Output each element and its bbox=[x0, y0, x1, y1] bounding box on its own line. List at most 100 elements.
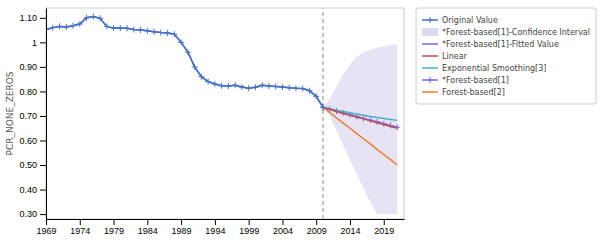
tick-mark bbox=[249, 219, 250, 225]
series-marker bbox=[313, 93, 319, 99]
legend: Original Value *Forest-based[1]-Confidenc… bbox=[416, 8, 596, 104]
tick-mark bbox=[384, 219, 385, 225]
legend-swatch bbox=[422, 55, 438, 57]
series-marker bbox=[178, 39, 184, 45]
series-marker bbox=[300, 85, 306, 91]
confidence-band bbox=[323, 44, 397, 214]
tick: 1994 bbox=[205, 219, 225, 236]
series-marker bbox=[185, 49, 191, 55]
series-marker bbox=[266, 83, 272, 89]
tick-label: 1 bbox=[32, 38, 37, 48]
tick-mark bbox=[46, 219, 47, 225]
tick: 2004 bbox=[273, 219, 293, 236]
series-marker bbox=[151, 29, 157, 35]
tick: 1974 bbox=[70, 219, 90, 236]
split-line bbox=[322, 8, 323, 219]
series-marker bbox=[246, 85, 252, 91]
series-marker bbox=[63, 24, 69, 30]
legend-item: *Forest-based[1] bbox=[422, 76, 509, 85]
series-marker bbox=[279, 84, 285, 90]
legend-label: *Forest-based[1]-Fitted Value bbox=[442, 40, 559, 49]
tick-mark bbox=[316, 219, 317, 225]
tick-mark bbox=[350, 219, 351, 225]
tick-mark bbox=[40, 42, 46, 43]
series-marker bbox=[171, 31, 177, 37]
tick: 1 bbox=[32, 38, 46, 48]
legend-item: Linear bbox=[422, 52, 468, 61]
tick-mark bbox=[40, 67, 46, 68]
series-marker bbox=[50, 25, 56, 31]
series-marker bbox=[212, 81, 218, 87]
series-marker bbox=[131, 27, 137, 33]
legend-swatch bbox=[422, 67, 438, 69]
tick-label: 2014 bbox=[340, 226, 360, 236]
legend-label: *Forest-based[1] bbox=[442, 76, 509, 85]
tick: 1979 bbox=[104, 219, 124, 236]
series-line bbox=[46, 17, 323, 108]
legend-label: *Forest-based[1]-Confidence Interval bbox=[442, 28, 590, 37]
tick: 0.70 bbox=[19, 111, 46, 121]
legend-label: Forest-based[2] bbox=[442, 88, 505, 97]
legend-item: *Forest-based[1]-Confidence Interval bbox=[422, 28, 590, 37]
tick: 0.80 bbox=[19, 87, 46, 97]
plot-area bbox=[46, 8, 400, 219]
tick-mark bbox=[40, 18, 46, 19]
plot-frame bbox=[46, 8, 404, 219]
tick-mark bbox=[40, 165, 46, 166]
y-axis-title: PCR_NONE_ZEROS bbox=[5, 71, 15, 155]
series bbox=[323, 107, 397, 128]
series-marker bbox=[286, 85, 292, 91]
tick-label: 0.40 bbox=[19, 185, 37, 195]
series-marker bbox=[239, 84, 245, 90]
tick-label: 0.80 bbox=[19, 87, 37, 97]
series-marker bbox=[57, 23, 63, 29]
tick-label: 0.90 bbox=[19, 62, 37, 72]
series-line bbox=[323, 107, 397, 165]
legend-swatch bbox=[422, 43, 438, 45]
series-marker bbox=[84, 15, 90, 21]
tick-mark bbox=[80, 219, 81, 225]
tick-label: 1979 bbox=[104, 226, 124, 236]
tick-label: 0.60 bbox=[19, 136, 37, 146]
legend-label: Original Value bbox=[442, 16, 498, 25]
x-axis: 1969197419791984198919941999200420092014… bbox=[36, 219, 404, 236]
legend-item: Original Value bbox=[422, 16, 498, 25]
series-marker bbox=[111, 25, 117, 31]
tick-mark bbox=[40, 91, 46, 92]
tick-label: 2019 bbox=[374, 226, 394, 236]
tick: 0.50 bbox=[19, 160, 46, 170]
series-line bbox=[323, 107, 397, 127]
series bbox=[323, 107, 397, 165]
series-marker bbox=[320, 104, 326, 110]
series-marker bbox=[273, 84, 279, 90]
tick: 2014 bbox=[340, 219, 360, 236]
series-marker bbox=[306, 88, 312, 94]
tick-label: 1994 bbox=[205, 226, 225, 236]
series-marker bbox=[192, 64, 198, 70]
tick-mark bbox=[40, 116, 46, 117]
tick-mark bbox=[282, 219, 283, 225]
series bbox=[46, 14, 326, 111]
tick: 1969 bbox=[36, 219, 56, 236]
tick-label: 0.30 bbox=[19, 209, 37, 219]
axis-line bbox=[46, 9, 47, 220]
tick: 0.30 bbox=[19, 209, 46, 219]
series-marker bbox=[77, 21, 83, 27]
tick: 0.90 bbox=[19, 62, 46, 72]
legend-frame bbox=[416, 8, 596, 104]
tick-label: 1999 bbox=[239, 226, 259, 236]
series-marker bbox=[219, 83, 225, 89]
tick-label: 1984 bbox=[138, 226, 158, 236]
series bbox=[320, 104, 400, 130]
tick-mark bbox=[40, 214, 46, 215]
series bbox=[46, 17, 323, 108]
series-marker bbox=[293, 85, 299, 91]
tick: 1.10 bbox=[19, 13, 46, 23]
tick-label: 1969 bbox=[36, 226, 56, 236]
tick: 2019 bbox=[374, 219, 394, 236]
series-line bbox=[323, 107, 397, 128]
tick: 0.40 bbox=[19, 185, 46, 195]
tick-label: 2004 bbox=[273, 226, 293, 236]
series-marker bbox=[70, 23, 76, 29]
tick: 1984 bbox=[138, 219, 158, 236]
